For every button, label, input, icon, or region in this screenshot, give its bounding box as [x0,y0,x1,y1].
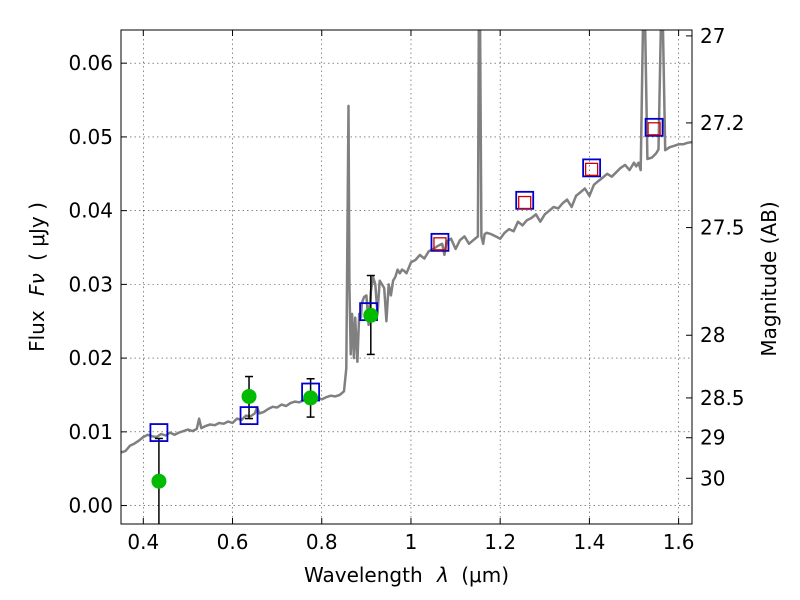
observed-photometry-box [584,162,599,177]
measured-photometry-series [151,307,379,489]
measured-photometry-point [241,388,257,404]
measured-photometry-point [303,390,319,406]
observed-photometry-series [433,122,661,251]
y-axis-label: Flux Fν ( μJy ) [25,202,49,352]
y2-tick-label: 27.5 [700,216,745,240]
model-photometry-box [430,232,450,252]
model-photometry-box [644,117,664,137]
x-axis-label-unit: (μm) [461,563,509,587]
x-axis-label: Wavelength λ (μm) [304,563,509,587]
error-bars [154,274,375,524]
x-tick-label: 0.8 [306,530,338,554]
sed-model-series [121,30,692,454]
observed-photometry-box [647,122,661,136]
axis-ticks: 0.4 0.6 0.8 1 1.2 1.4 1.6 0.00 0.01 0.02 0.03 0.04 0… [68,24,744,554]
y-axis-label-symbol: Fν [25,273,49,296]
y-axis-label-text: Flux [25,310,49,352]
y2-axis-label: Magnitude (AB) [757,201,781,356]
y2-tick-label: 28 [700,323,725,347]
y-tick-label: 0.03 [68,272,113,296]
y2-tick-label: 27.2 [700,111,745,135]
y2-tick-label: 29 [700,426,725,450]
y-tick-label: 0.04 [68,199,113,223]
plot-frame [120,29,693,525]
x-tick-label: 0.4 [127,530,159,554]
x-axis-label-symbol: λ [436,563,449,587]
measured-photometry-point [363,307,379,323]
observed-photometry-box [433,237,447,251]
observed-photometry-box [518,195,532,210]
y-tick-label: 0.05 [68,125,113,149]
x-tick-label: 0.6 [217,530,249,554]
x-tick-label: 1.2 [484,530,516,554]
measured-photometry-point [151,473,167,489]
y2-tick-label: 30 [700,466,725,490]
y-axis-label-unit: ( μJy ) [25,202,49,261]
y-tick-label: 0.00 [68,494,113,518]
x-tick-label: 1.4 [573,530,605,554]
sed-model-line [121,30,692,454]
model-photometry-box [239,406,259,426]
x-axis-label-text: Wavelength [304,563,423,587]
model-photometry-box [582,158,602,178]
x-tick-label: 1.6 [663,530,695,554]
model-photometry-box [149,423,169,442]
y-tick-label: 0.02 [68,346,113,370]
y2-tick-label: 28.5 [700,386,745,410]
y-tick-label: 0.06 [68,51,113,75]
x-tick-label: 1 [405,530,418,554]
y2-tick-label: 27 [700,24,725,48]
y-tick-label: 0.01 [68,420,113,444]
grid-lines [121,30,692,524]
